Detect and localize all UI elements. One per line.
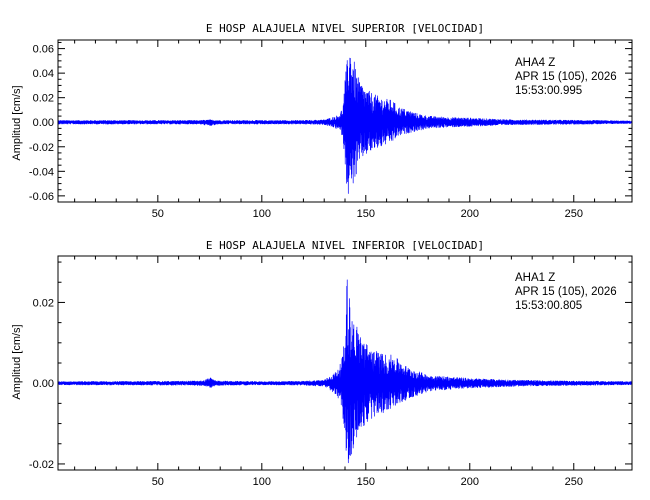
upper-y-tick-label: 0.02 <box>33 93 54 105</box>
lower-record-time: 15:53:00.805 <box>515 300 582 312</box>
upper-y-tick-label: -0.02 <box>29 142 54 154</box>
lower-x-tick-label: 200 <box>461 476 479 488</box>
upper-station-code: AHA4 Z <box>515 57 555 69</box>
lower-record-date: APR 15 (105), 2026 <box>515 286 617 298</box>
lower-x-tick-label: 150 <box>357 476 375 488</box>
lower-y-tick-label: -0.02 <box>29 459 54 471</box>
lower-x-tick-label: 50 <box>152 476 164 488</box>
upper-panel-title: E HOSP ALAJUELA NIVEL SUPERIOR [VELOCIDA… <box>206 22 484 35</box>
lower-y-axis-label: Amplitud [cm/s] <box>11 324 23 399</box>
upper-record-time: 15:53:00.995 <box>515 85 582 97</box>
upper-x-tick-label: 250 <box>565 208 583 220</box>
lower-y-tick-label: 0.02 <box>33 297 54 309</box>
upper-x-tick-label: 150 <box>357 208 375 220</box>
upper-seismogram-panel: E HOSP ALAJUELA NIVEL SUPERIOR [VELOCIDA… <box>11 22 633 220</box>
upper-velocity-trace-line <box>57 57 633 194</box>
lower-axis-ticks <box>58 256 632 470</box>
upper-tick-labels: 50 100 150 200 250 -0.06 -0.04 -0.02 0.00 0.02 0.0… <box>29 44 583 220</box>
lower-x-tick-label: 250 <box>565 476 583 488</box>
lower-velocity-trace <box>57 279 633 464</box>
upper-x-tick-label: 200 <box>461 208 479 220</box>
lower-plot-frame <box>57 255 633 471</box>
upper-axis-ticks <box>58 40 632 203</box>
upper-y-tick-label: -0.06 <box>29 191 54 203</box>
upper-x-tick-label: 100 <box>253 208 271 220</box>
upper-record-date: APR 15 (105), 2026 <box>515 71 617 83</box>
lower-x-tick-label: 100 <box>253 476 271 488</box>
lower-station-code: AHA1 Z <box>515 272 555 284</box>
upper-y-tick-label: 0.00 <box>33 117 54 129</box>
upper-y-tick-label: 0.06 <box>33 44 54 56</box>
upper-plot-frame <box>57 39 633 203</box>
upper-y-axis-label: Amplitud [cm/s] <box>11 85 23 160</box>
lower-panel-title: E HOSP ALAJUELA NIVEL INFERIOR [VELOCIDA… <box>206 239 484 252</box>
upper-station-info: AHA4 Z APR 15 (105), 2026 15:53:00.995 <box>515 57 617 97</box>
lower-seismogram-panel: E HOSP ALAJUELA NIVEL INFERIOR [VELOCIDA… <box>11 239 633 488</box>
lower-y-tick-label: 0.00 <box>33 378 54 390</box>
upper-y-tick-label: 0.04 <box>33 68 54 80</box>
upper-velocity-trace <box>57 57 633 194</box>
upper-y-tick-label: -0.04 <box>29 166 54 178</box>
lower-velocity-trace-line <box>57 279 633 464</box>
lower-station-info: AHA1 Z APR 15 (105), 2026 15:53:00.805 <box>515 272 617 312</box>
upper-x-tick-label: 50 <box>152 208 164 220</box>
lower-tick-labels: 50 100 150 200 250 -0.02 0.00 0.02 <box>29 297 583 488</box>
